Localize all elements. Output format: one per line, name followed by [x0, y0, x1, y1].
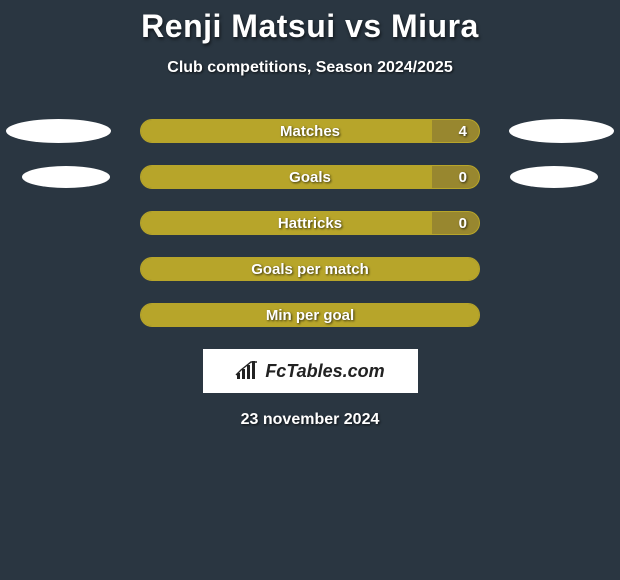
stat-value: 0	[459, 212, 467, 234]
subtitle: Club competitions, Season 2024/2025	[0, 59, 620, 77]
stat-label: Goals per match	[141, 258, 479, 280]
stat-bar: Matches 4	[140, 119, 480, 143]
player2-name: Miura	[391, 8, 479, 44]
comparison-title: Renji Matsui vs Miura	[0, 0, 620, 45]
stat-value: 4	[459, 120, 467, 142]
stat-row-goals: Goals 0	[0, 165, 620, 189]
ellipse-right-icon	[510, 166, 598, 188]
player1-name: Renji Matsui	[141, 8, 335, 44]
stat-label: Min per goal	[141, 304, 479, 326]
stat-bars: Matches 4 Goals 0 Hattricks 0 Goals per …	[0, 119, 620, 327]
stat-label: Matches	[141, 120, 479, 142]
stat-bar: Goals 0	[140, 165, 480, 189]
fctables-logo[interactable]: FcTables.com	[203, 349, 418, 393]
stat-row-goals-per-match: Goals per match	[0, 257, 620, 281]
ellipse-right-icon	[509, 119, 614, 143]
stat-bar: Hattricks 0	[140, 211, 480, 235]
vs-text: vs	[345, 8, 382, 44]
logo-text: FcTables.com	[265, 361, 384, 382]
stat-bar: Min per goal	[140, 303, 480, 327]
stat-bar: Goals per match	[140, 257, 480, 281]
bar-chart-icon	[235, 361, 261, 381]
stat-label: Hattricks	[141, 212, 479, 234]
date-text: 23 november 2024	[0, 411, 620, 429]
stat-row-hattricks: Hattricks 0	[0, 211, 620, 235]
ellipse-left-icon	[22, 166, 110, 188]
stat-row-matches: Matches 4	[0, 119, 620, 143]
ellipse-left-icon	[6, 119, 111, 143]
stat-row-min-per-goal: Min per goal	[0, 303, 620, 327]
stat-label: Goals	[141, 166, 479, 188]
stat-value: 0	[459, 166, 467, 188]
